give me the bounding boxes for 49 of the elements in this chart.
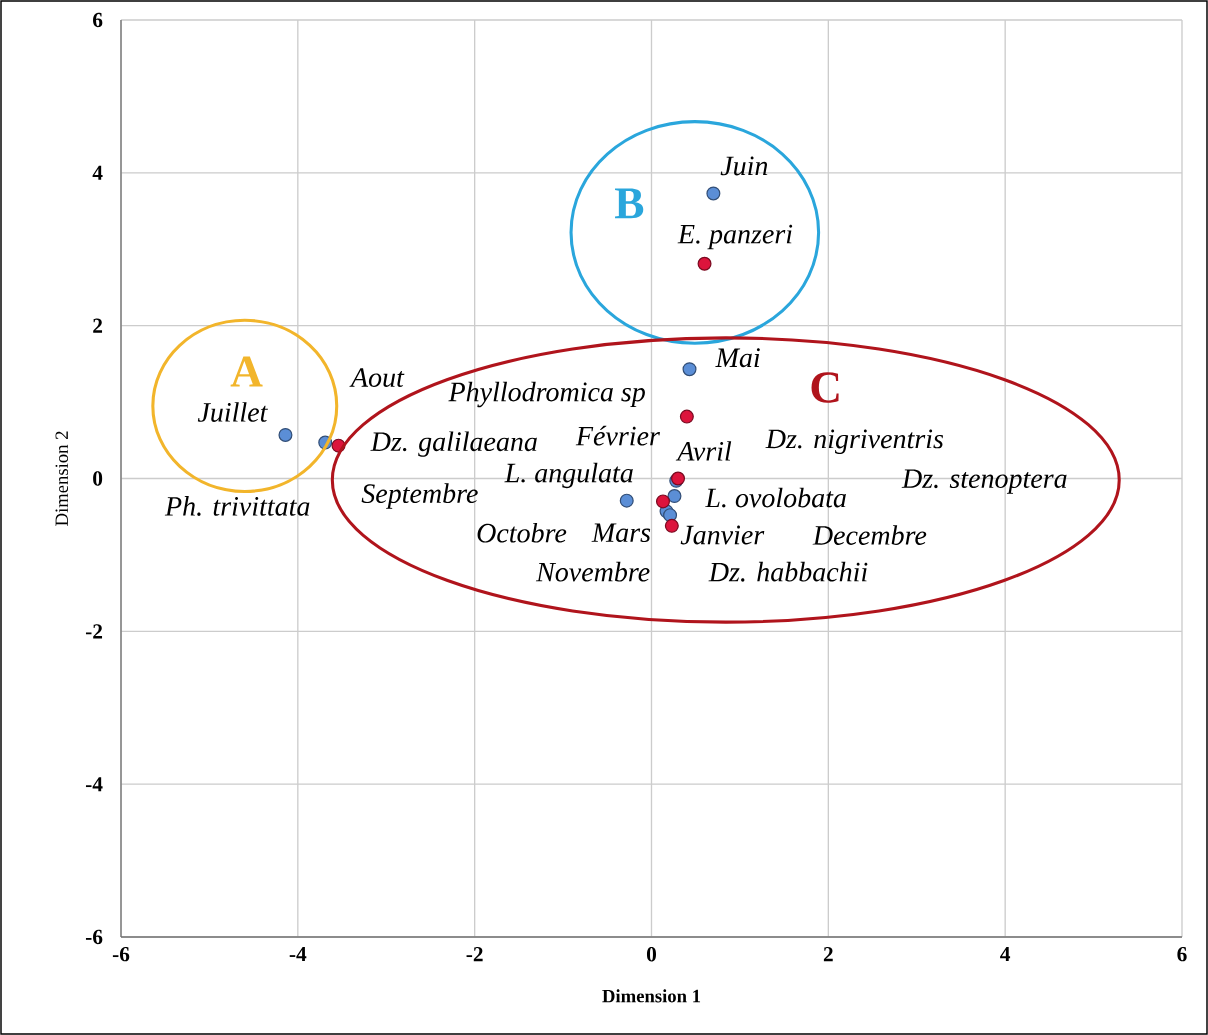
y-tick-label: 4 bbox=[92, 165, 103, 180]
annotation: Juillet bbox=[197, 402, 268, 422]
x-tick-label: 4 bbox=[1000, 947, 1011, 962]
point bbox=[667, 489, 682, 504]
y-tick-label: -6 bbox=[85, 929, 103, 945]
annotation: Dz. stenoptera bbox=[901, 469, 1067, 494]
annotation: Mai bbox=[715, 348, 760, 368]
annotation: Janvier bbox=[680, 525, 765, 545]
annotation: Ph. trivittata bbox=[164, 496, 310, 516]
annotation: Phyllodromica sp bbox=[448, 381, 645, 408]
y-tick-label: -4 bbox=[85, 777, 103, 792]
x-tick-label: 0 bbox=[646, 947, 657, 962]
y-tick-label: 6 bbox=[93, 12, 103, 28]
y-tick-label: 2 bbox=[93, 318, 103, 333]
x-tick-label: -6 bbox=[112, 947, 130, 962]
annotation: B bbox=[615, 188, 644, 219]
annotation: Avril bbox=[675, 441, 732, 461]
annotation: Septembre bbox=[361, 483, 478, 509]
annotation: Aout bbox=[349, 368, 405, 388]
annotation: Mars bbox=[591, 523, 651, 543]
x-tick-label: 6 bbox=[1177, 947, 1187, 962]
annotation: Dz. nigriventris bbox=[765, 429, 944, 455]
y-tick-label: 0 bbox=[93, 471, 103, 486]
point bbox=[706, 186, 721, 201]
point bbox=[679, 409, 694, 424]
annotation: Février bbox=[575, 425, 660, 446]
point bbox=[697, 256, 712, 271]
annotation: Dz. galilaeana bbox=[370, 431, 537, 457]
x-tick-label: -2 bbox=[466, 947, 483, 962]
point bbox=[682, 362, 697, 377]
annotation: A bbox=[230, 356, 263, 387]
y-axis-title: Dimension 2 bbox=[55, 431, 69, 526]
annotation: Octobre bbox=[477, 522, 567, 543]
x-axis-title: Dimension 1 bbox=[602, 989, 701, 1003]
point bbox=[655, 494, 670, 509]
annotation: Decembre bbox=[812, 525, 927, 545]
annotation: E. panzeri bbox=[677, 224, 793, 250]
annotation: L. ovolobata bbox=[705, 487, 846, 508]
point bbox=[664, 518, 679, 533]
annotation: C bbox=[811, 372, 839, 403]
annotation: Juin bbox=[720, 156, 768, 176]
annotation: L. angulata bbox=[504, 462, 633, 489]
x-tick-label: -4 bbox=[289, 947, 307, 962]
x-tick-label: 2 bbox=[823, 947, 833, 962]
point bbox=[278, 427, 293, 442]
annotation: Dz. habbachii bbox=[708, 561, 868, 582]
annotation: Novembre bbox=[535, 561, 650, 582]
point bbox=[619, 493, 634, 508]
y-tick-label: -2 bbox=[85, 624, 103, 639]
